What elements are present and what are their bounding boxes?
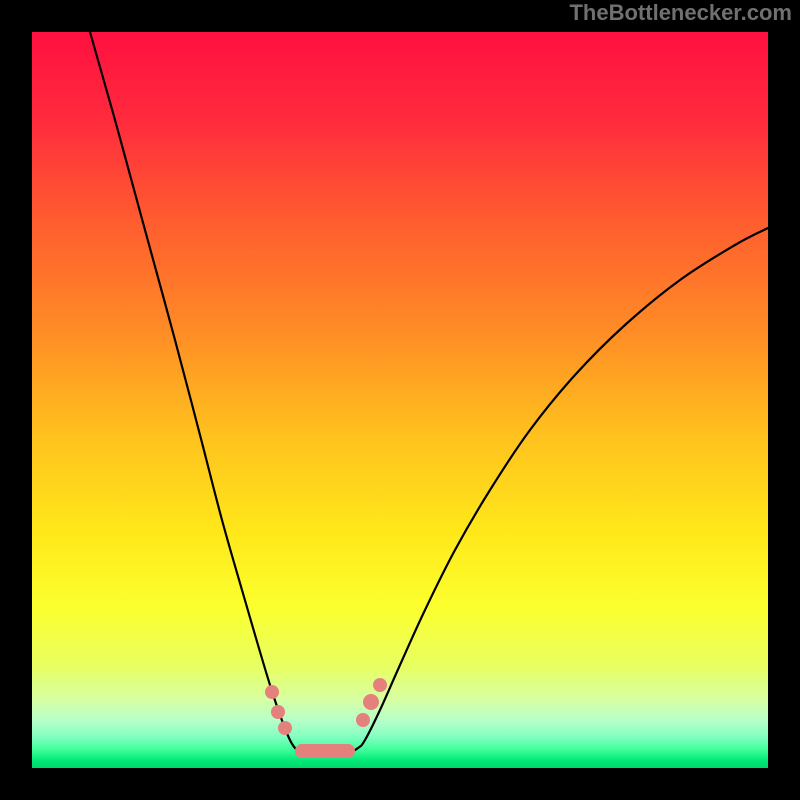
data-marker	[373, 678, 387, 692]
data-marker	[363, 694, 379, 710]
plot-background	[32, 32, 768, 768]
chart-svg	[0, 0, 800, 800]
bottom-marker-band	[295, 744, 355, 758]
data-marker	[356, 713, 370, 727]
data-marker	[265, 685, 279, 699]
data-marker	[278, 721, 292, 735]
chart-root: TheBottlenecker.com	[0, 0, 800, 800]
data-marker	[271, 705, 285, 719]
watermark-text: TheBottlenecker.com	[569, 0, 792, 26]
